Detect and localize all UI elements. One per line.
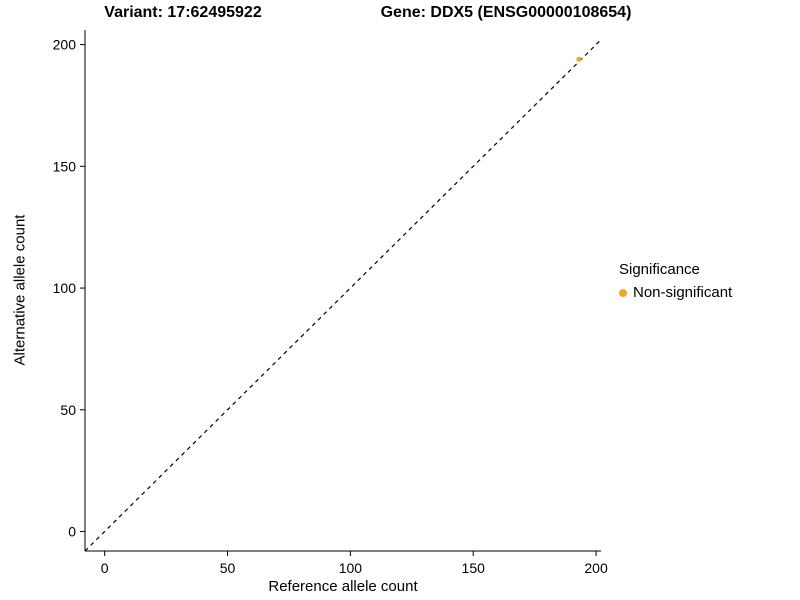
y-tick-label: 200 (53, 37, 77, 53)
legend-title: Significance (619, 261, 700, 278)
identity-line (84, 39, 602, 552)
y-tick-label: 50 (60, 402, 76, 418)
y-tick-label: 150 (53, 158, 77, 174)
plot-title-variant: Variant: 17:62495922 (104, 4, 262, 21)
x-tick-label: 0 (101, 560, 109, 576)
x-tick-label: 150 (462, 560, 486, 576)
legend-item-label: Non-significant (633, 284, 733, 301)
y-tick-label: 100 (53, 280, 77, 296)
data-point (576, 56, 582, 62)
x-axis-label: Reference allele count (268, 578, 418, 595)
x-tick-label: 100 (339, 560, 363, 576)
plot-title-gene: Gene: DDX5 (ENSG00000108654) (380, 4, 632, 21)
x-tick-label: 50 (220, 560, 236, 576)
y-tick-label: 0 (68, 524, 76, 540)
x-tick-label: 200 (584, 560, 608, 576)
y-axis-label: Alternative allele count (11, 214, 29, 366)
legend: Significance Non-significant (619, 261, 732, 301)
legend-item: Non-significant (619, 284, 732, 301)
legend-point-icon (619, 288, 627, 297)
